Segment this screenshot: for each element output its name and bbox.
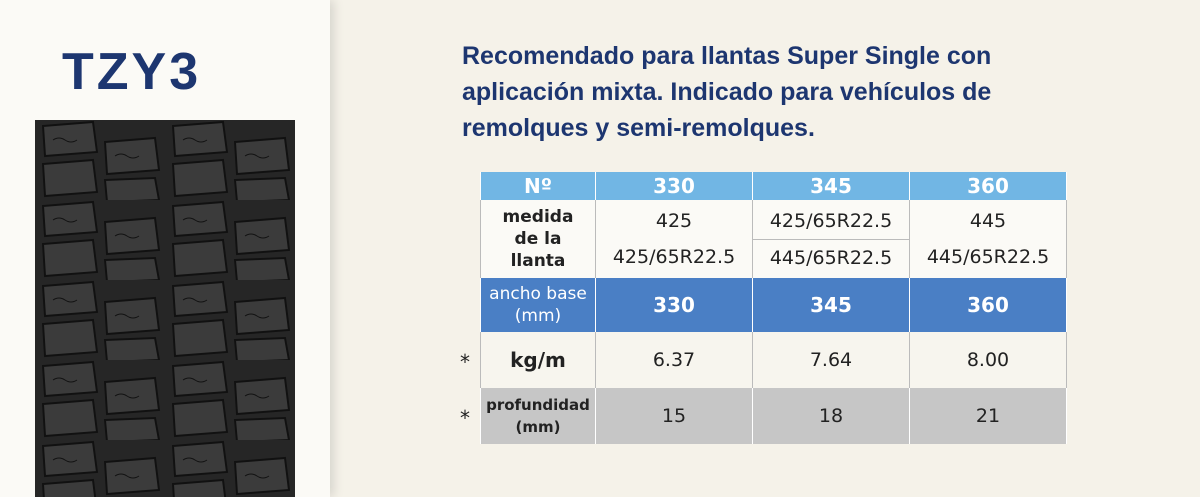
cell-value: 18: [818, 405, 844, 427]
row-label: medida de la llanta: [480, 200, 596, 278]
cell: 330: [595, 278, 753, 332]
spec-table: Nº 330 345 360 medida de la llanta 425 425/65R…: [480, 172, 1067, 444]
cell-value: 425/65R22.5: [769, 209, 893, 232]
column-header: 330: [595, 172, 753, 200]
cell: 425/65R22.5 445/65R22.5: [752, 200, 910, 278]
cell-value: 345: [810, 293, 852, 317]
footnote-mark: *: [460, 350, 470, 374]
cell-value: 21: [975, 405, 1001, 427]
tread: [35, 120, 295, 497]
description: Recomendado para llantas Super Single co…: [462, 38, 991, 146]
cell-value: 445/65R22.5: [926, 246, 1050, 268]
row-label: ancho base (mm): [480, 278, 596, 332]
cell: 8.00: [909, 332, 1067, 388]
cell: 6.37: [595, 332, 753, 388]
cell: 345: [752, 278, 910, 332]
table-row: medida de la llanta 425 425/65R22.5 425/65R…: [480, 200, 1067, 278]
column-header: 345: [752, 172, 910, 200]
cell-value: 7.64: [809, 349, 853, 371]
cell: 445 445/65R22.5: [909, 200, 1067, 278]
product-panel: TZY3: [0, 0, 330, 497]
description-line: aplicación mixta. Indicado para vehículo…: [462, 78, 992, 106]
cell-value: 425: [655, 210, 693, 232]
cell-value: 8.00: [966, 349, 1010, 371]
cell: 360: [909, 278, 1067, 332]
row-label-text: profundidad (mm): [486, 396, 590, 436]
cell: 21: [909, 388, 1067, 444]
table-row: profundidad (mm) 15 18 21: [480, 388, 1067, 444]
cell: 18: [752, 388, 910, 444]
cell: 425 425/65R22.5: [595, 200, 753, 278]
product-title: TZY3: [62, 43, 202, 101]
description-line: Recomendado para llantas Super Single co…: [462, 42, 992, 70]
cell-value: 360: [967, 293, 1009, 317]
cell-value: 15: [661, 405, 687, 427]
row-label: profundidad (mm): [480, 388, 596, 444]
table-row: kg/m 6.37 7.64 8.00: [480, 332, 1067, 388]
row-label-text: medida de la llanta: [502, 207, 574, 271]
tire-image: [35, 120, 295, 497]
column-header: Nº: [480, 172, 596, 200]
header-row: Nº 330 345 360: [480, 172, 1067, 200]
cell: 15: [595, 388, 753, 444]
cell-value: 6.37: [652, 349, 696, 371]
cell-value: 425/65R22.5: [612, 246, 736, 268]
description-line: remolques y semi-remolques.: [462, 114, 815, 142]
cell-value: 445/65R22.5: [753, 238, 909, 276]
column-header: 360: [909, 172, 1067, 200]
row-label-text: kg/m: [510, 348, 566, 372]
row-label: kg/m: [480, 332, 596, 388]
cell-value: 445: [969, 210, 1007, 232]
cell: 7.64: [752, 332, 910, 388]
row-label-text: ancho base (mm): [489, 284, 587, 326]
cell-value: 330: [653, 293, 695, 317]
table-row: ancho base (mm) 330 345 360: [480, 278, 1067, 332]
footnote-mark: *: [460, 406, 470, 430]
